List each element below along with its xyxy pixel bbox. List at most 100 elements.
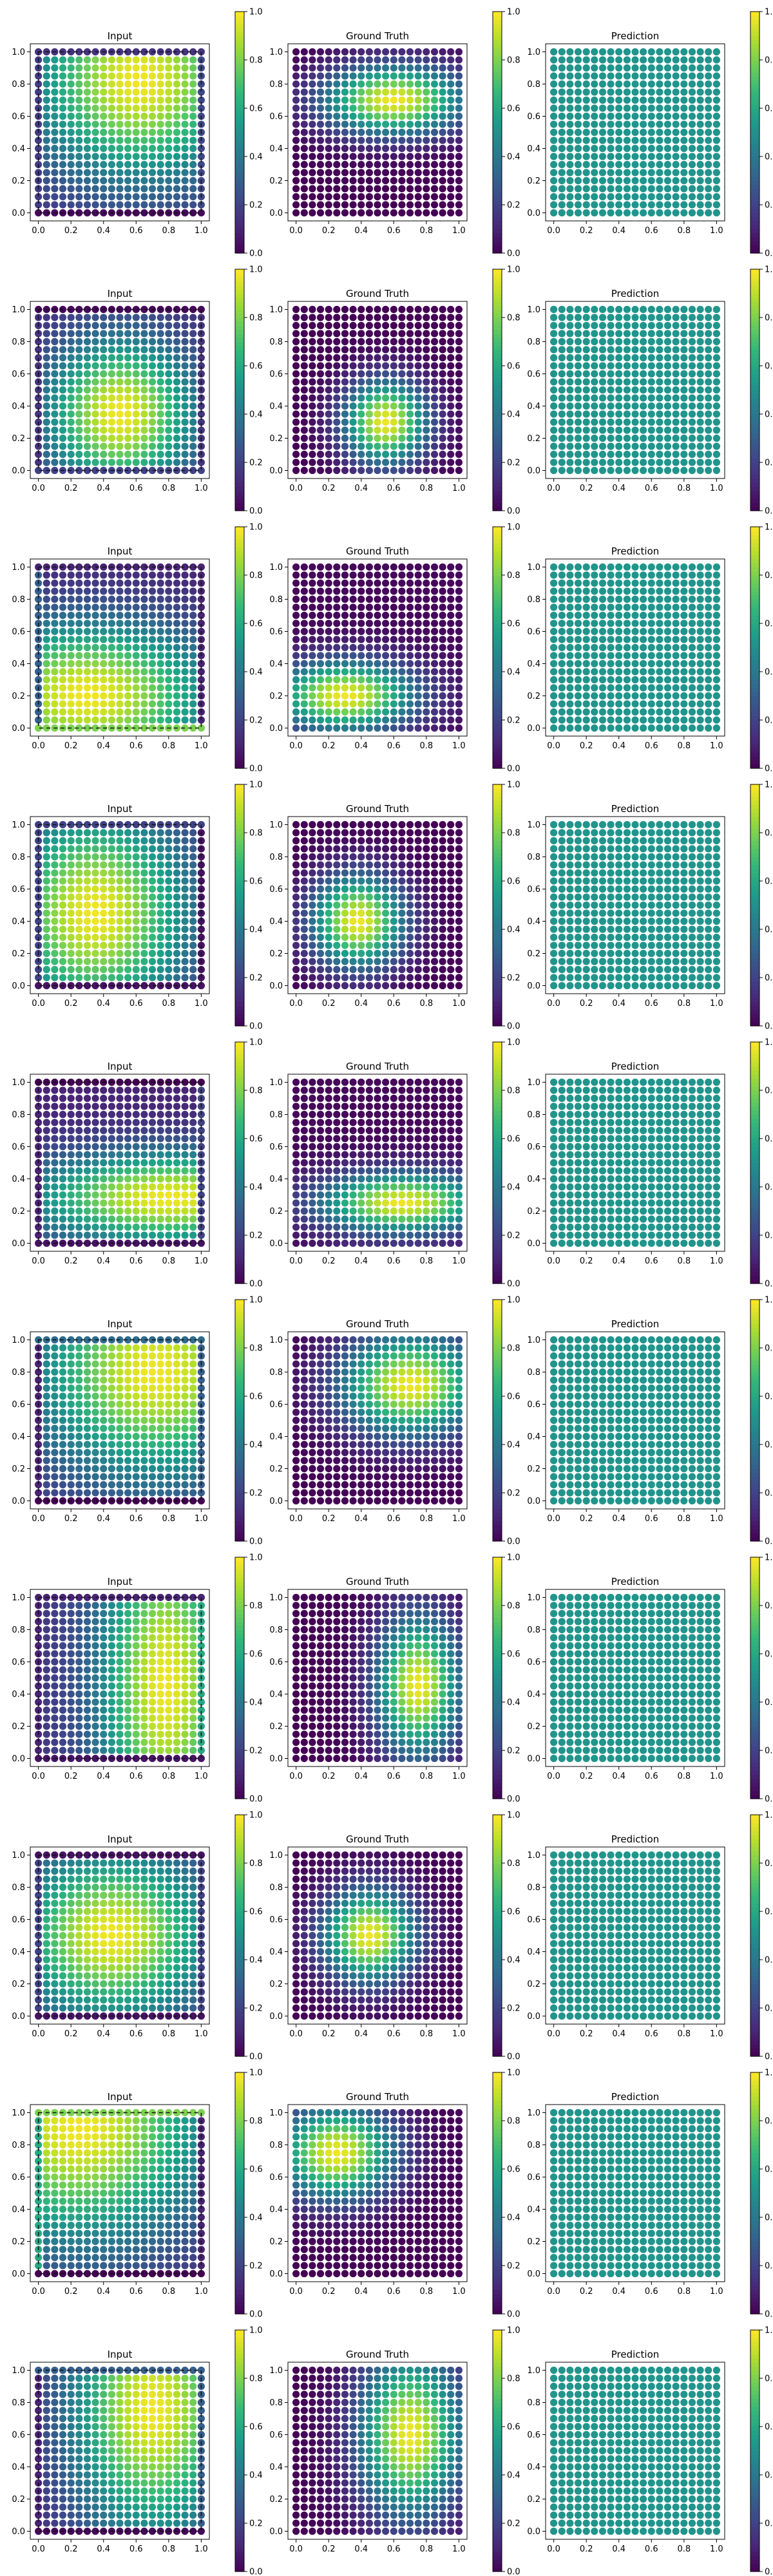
data-point — [447, 346, 455, 354]
data-point — [414, 418, 422, 426]
data-point — [688, 386, 696, 394]
data-point — [358, 96, 365, 104]
panel-title: Prediction — [611, 288, 660, 299]
data-point — [43, 137, 50, 144]
data-point — [140, 201, 148, 209]
data-point — [173, 137, 181, 144]
data-point — [124, 563, 132, 571]
data-point — [550, 450, 558, 459]
data-point — [406, 434, 414, 442]
data-point — [591, 700, 598, 708]
colorbar-segment — [493, 567, 502, 572]
data-point — [67, 346, 75, 354]
data-point — [157, 201, 164, 209]
data-point — [132, 595, 140, 603]
data-point — [640, 64, 647, 72]
data-point — [91, 321, 99, 330]
data-point — [181, 72, 189, 80]
data-point — [439, 48, 446, 56]
colorbar-segment — [493, 313, 502, 318]
data-point — [414, 579, 422, 587]
data-point — [341, 563, 349, 571]
data-point — [591, 716, 598, 724]
data-point — [197, 153, 205, 160]
data-point — [582, 193, 590, 201]
data-point — [59, 426, 67, 434]
data-point — [447, 104, 455, 112]
colorbar: 0.00.20.40.60.81.0 — [234, 8, 263, 259]
data-point — [631, 88, 639, 96]
data-point — [309, 346, 316, 354]
data-point — [455, 185, 463, 193]
data-point — [67, 402, 75, 410]
data-point — [623, 112, 631, 120]
data-point — [455, 386, 463, 394]
data-point — [558, 370, 566, 378]
y-tick-label: 0.8 — [527, 80, 540, 90]
data-point — [333, 209, 341, 217]
colorbar-segment — [750, 442, 759, 447]
data-point — [91, 56, 99, 64]
data-point — [91, 603, 99, 611]
data-point — [108, 410, 115, 418]
data-point — [140, 346, 148, 354]
colorbar-segment — [493, 176, 502, 182]
data-point — [51, 716, 59, 724]
data-point — [91, 314, 99, 321]
data-point — [558, 330, 566, 337]
data-point — [656, 620, 663, 627]
data-point — [140, 459, 148, 466]
data-point — [51, 144, 59, 153]
data-point — [430, 724, 439, 732]
data-point — [656, 72, 663, 80]
data-point — [67, 370, 75, 378]
data-point — [382, 112, 390, 120]
data-point — [165, 346, 173, 354]
data-point — [181, 450, 189, 459]
data-point — [67, 144, 75, 153]
colorbar-segment — [493, 583, 502, 588]
colorbar-segment — [235, 193, 244, 198]
data-point — [316, 137, 325, 144]
data-point — [292, 410, 300, 418]
data-point — [165, 676, 173, 684]
data-point — [558, 160, 566, 169]
data-point — [455, 563, 463, 571]
data-point — [59, 169, 67, 176]
data-point — [51, 193, 59, 201]
data-point — [631, 724, 639, 732]
colorbar-segment — [235, 486, 244, 491]
data-point — [157, 337, 164, 346]
data-point — [640, 692, 647, 700]
colorbar-segment — [493, 100, 502, 105]
data-point — [615, 160, 623, 169]
data-point — [455, 144, 463, 153]
data-point — [358, 201, 365, 209]
data-point — [566, 692, 574, 700]
data-point — [430, 652, 439, 659]
colorbar-segment — [493, 317, 502, 322]
data-point — [574, 459, 582, 466]
data-point — [566, 314, 574, 321]
data-point — [696, 104, 704, 112]
data-point — [423, 708, 430, 716]
data-point — [398, 684, 406, 692]
data-point — [83, 450, 91, 459]
data-point — [705, 394, 712, 402]
data-point — [124, 321, 132, 330]
data-point — [148, 354, 157, 362]
data-point — [349, 104, 357, 112]
data-point — [631, 354, 639, 362]
data-point — [374, 692, 381, 700]
data-point — [574, 305, 582, 314]
data-point — [406, 716, 414, 724]
data-point — [333, 434, 341, 442]
data-point — [447, 652, 455, 659]
data-point — [173, 716, 181, 724]
data-point — [91, 362, 99, 370]
data-point — [341, 571, 349, 579]
data-point — [59, 668, 67, 676]
data-point — [705, 185, 712, 193]
data-point — [398, 193, 406, 201]
